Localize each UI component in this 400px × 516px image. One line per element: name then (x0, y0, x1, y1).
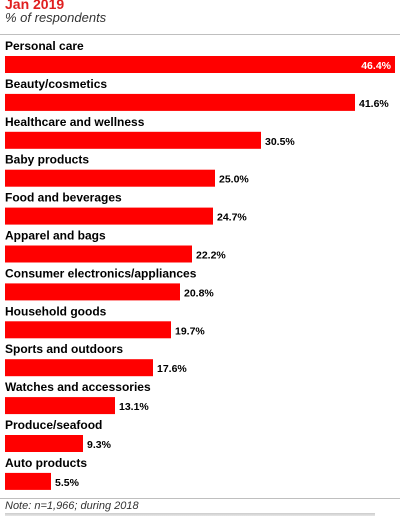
value-label-beauty-cosmetics: 41.6% (359, 98, 389, 110)
category-label-watches-and-accessories: Watches and accessories (5, 380, 151, 394)
category-label-healthcare-and-wellness: Healthcare and wellness (5, 115, 145, 129)
category-label-food-and-beverages: Food and beverages (5, 191, 122, 205)
source-line-cut (5, 513, 375, 516)
value-label-apparel-and-bags: 22.2% (196, 250, 226, 262)
bar-auto-products (5, 472, 51, 490)
category-label-beauty-cosmetics: Beauty/cosmetics (5, 77, 107, 91)
value-label-personal-care: 46.4% (361, 60, 391, 72)
bar-apparel-and-bags (5, 245, 192, 263)
bar-baby-products (5, 169, 215, 187)
category-label-sports-and-outdoors: Sports and outdoors (5, 342, 123, 356)
value-label-healthcare-and-wellness: 30.5% (265, 136, 295, 148)
chart-date: Jan 2019 (5, 0, 65, 12)
bar-healthcare-and-wellness (5, 131, 261, 149)
value-label-consumer-electronics-appliances: 20.8% (184, 287, 214, 299)
category-label-personal-care: Personal care (5, 39, 84, 53)
value-label-food-and-beverages: 24.7% (217, 212, 247, 224)
value-label-sports-and-outdoors: 17.6% (157, 363, 187, 375)
bar-watches-and-accessories (5, 397, 115, 415)
category-label-household-goods: Household goods (5, 304, 107, 318)
bar-chart: Personal care 46.4% Beauty/cosmetics 41.6% H… (5, 39, 395, 490)
bar-consumer-electronics-appliances (5, 283, 180, 301)
chart-subtitle: % of respondents (5, 10, 107, 25)
value-label-household-goods: 19.7% (175, 325, 205, 337)
category-label-baby-products: Baby products (5, 153, 89, 167)
bar-personal-care (5, 56, 395, 73)
bar-beauty-cosmetics (5, 93, 355, 111)
value-label-baby-products: 25.0% (219, 174, 249, 186)
top-rule (0, 34, 400, 35)
bottom-rule (0, 498, 400, 499)
bar-sports-and-outdoors (5, 359, 153, 377)
footnote: Note: n=1,966; during 2018 (5, 500, 139, 512)
bar-produce-seafood (5, 435, 83, 452)
value-label-produce-seafood: 9.3% (87, 439, 112, 451)
category-label-apparel-and-bags: Apparel and bags (5, 229, 106, 243)
value-label-watches-and-accessories: 13.1% (119, 401, 149, 413)
category-label-auto-products: Auto products (5, 456, 87, 470)
value-label-auto-products: 5.5% (55, 477, 80, 489)
bar-household-goods (5, 321, 171, 339)
category-label-produce-seafood: Produce/seafood (5, 418, 102, 432)
bar-food-and-beverages (5, 207, 213, 225)
category-label-consumer-electronics-appliances: Consumer electronics/appliances (5, 266, 197, 280)
